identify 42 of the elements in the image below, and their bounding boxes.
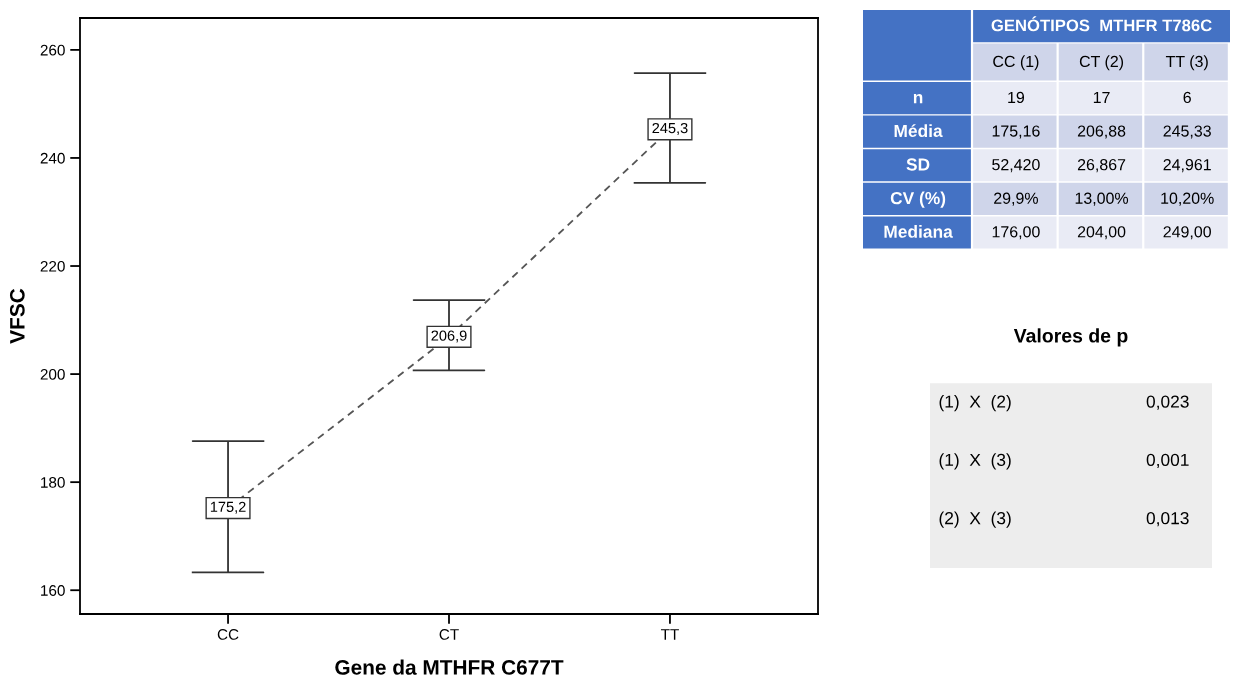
x-tick-label: CT	[439, 628, 459, 640]
x-tick-label: TT	[660, 629, 679, 640]
text: GENÓTIPOS MTHFR T786C	[991, 16, 1212, 32]
x-tick-label: CC	[217, 628, 239, 640]
text: 204,00	[1077, 226, 1126, 240]
y-tick-label: 220	[40, 260, 65, 272]
text: 176,00	[992, 226, 1040, 240]
text: 249,00	[1163, 226, 1211, 240]
category-label: SD	[906, 158, 930, 171]
text: 13,00%	[1075, 192, 1129, 206]
text: 0,023	[1146, 395, 1189, 410]
text: 24,961	[1163, 158, 1211, 173]
category-label: n	[913, 93, 923, 104]
category-label: CC (1)	[993, 55, 1039, 71]
y-tick-label: 180	[41, 477, 65, 488]
category-label: (2) X (3)	[939, 511, 1011, 528]
category-label: CT (2)	[1079, 55, 1124, 71]
text: 175,16	[992, 125, 1040, 139]
text: 0,001	[1146, 453, 1189, 469]
x-axis-title: Gene da MTHFR C677T	[335, 659, 564, 675]
y-tick-label: 160	[41, 585, 65, 596]
text: 0,013	[1146, 512, 1189, 527]
text: 206,88	[1077, 125, 1126, 139]
y-tick-label: 200	[40, 368, 65, 380]
category-label: (1) X (2)	[939, 394, 1011, 412]
y-tick-label: 240	[40, 152, 65, 164]
category-label: (1) X (3)	[939, 453, 1011, 470]
text: 17	[1093, 91, 1110, 103]
y-axis-title: VFSC	[9, 288, 25, 344]
text: 6	[1183, 91, 1191, 104]
text: 10,20%	[1161, 192, 1214, 206]
text: 19	[1008, 91, 1025, 104]
text: 245,33	[1163, 125, 1211, 139]
category-label: TT (3)	[1165, 55, 1208, 71]
text: 29,9%	[994, 192, 1038, 206]
y-tick-label: 260	[40, 44, 65, 56]
text: 26,867	[1077, 158, 1126, 173]
category-label: Média	[894, 124, 943, 138]
category-label: Mediana	[884, 225, 953, 238]
text: Valores de p	[1013, 328, 1128, 347]
category-label: CV (%)	[890, 191, 946, 208]
text: 52,420	[992, 158, 1040, 173]
